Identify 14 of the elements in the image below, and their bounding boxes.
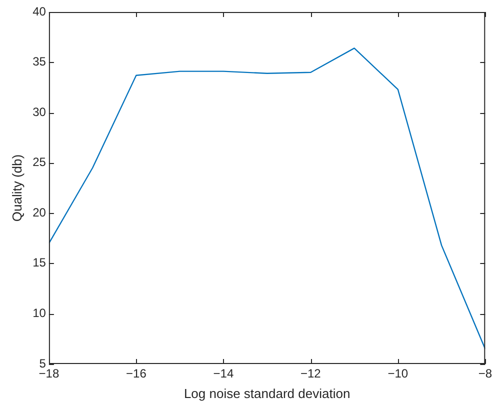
y-tick-label: 40 [32, 4, 46, 18]
y-tick-label: 30 [32, 104, 46, 119]
y-tick-label: 35 [32, 54, 46, 69]
x-tick-label: −14 [213, 366, 234, 381]
y-tick-label: 20 [32, 205, 46, 220]
y-tick-label: 15 [32, 256, 46, 270]
y-axis-title: Quality (db) [9, 154, 24, 222]
x-tick-label: −8 [478, 366, 492, 381]
y-tick-label: 10 [32, 306, 46, 320]
x-axis-title: Log noise standard deviation [184, 386, 350, 401]
x-tick-label: −10 [388, 366, 408, 381]
x-tick-label: −12 [300, 366, 322, 381]
y-tick-label: 25 [32, 155, 46, 170]
x-tick-label: −16 [126, 366, 147, 381]
